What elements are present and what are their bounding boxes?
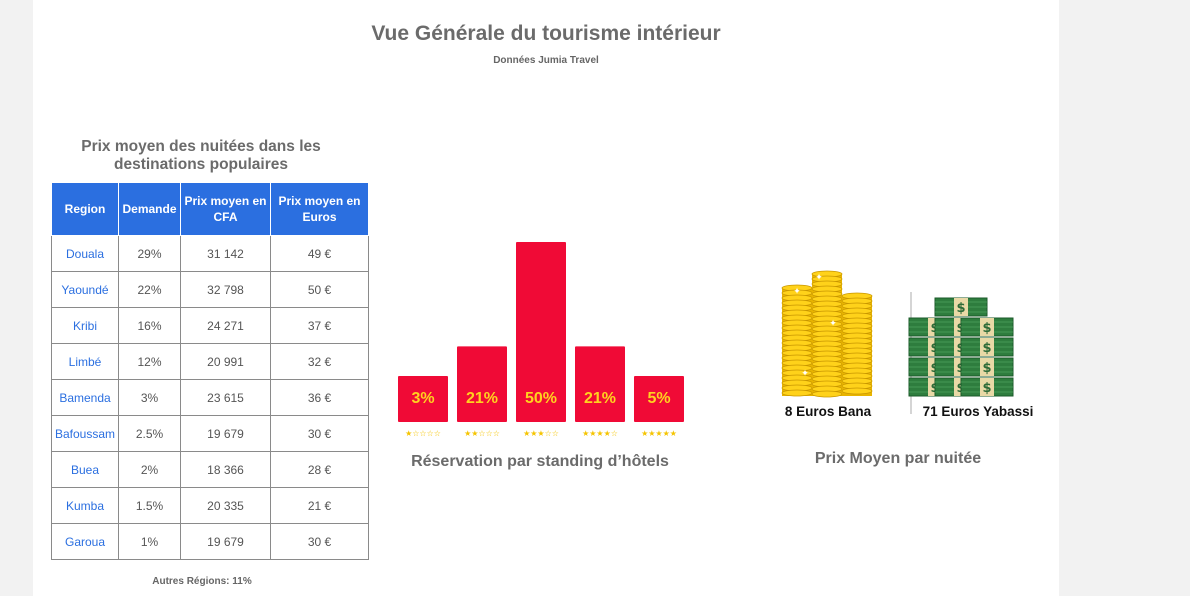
header-price-euros: Prix moyen en Euros (270, 182, 369, 236)
svg-text:$: $ (982, 321, 991, 336)
cell-price-euros: 37 € (270, 307, 369, 344)
star-rating-4: ★★★★☆ (582, 429, 618, 438)
page-subtitle: Données Jumia Travel (493, 55, 599, 66)
svg-text:$: $ (982, 381, 991, 396)
cell-demand: 3% (118, 379, 181, 416)
cell-price-cfa: 32 798 (180, 271, 271, 308)
bar-2-star (457, 346, 507, 422)
table-title: Prix moyen des nuitées dans les destinat… (81, 138, 321, 173)
table-header-row: Region Demande Prix moyen en CFA Prix mo… (51, 182, 369, 236)
header-price-cfa: Prix moyen en CFA (180, 182, 271, 236)
svg-text:✦: ✦ (801, 368, 809, 378)
bar-chart-caption: Réservation par standing d’hôtels (411, 453, 669, 470)
cell-region[interactable]: Bamenda (51, 379, 119, 416)
table-row: Limbé 12% 20 991 32 € (51, 343, 369, 380)
svg-text:✦: ✦ (793, 286, 801, 296)
table-row: Bafoussam 2.5% 19 679 30 € (51, 415, 369, 452)
cell-price-euros: 49 € (270, 235, 369, 272)
table-footnote: Autres Régions: 11% (152, 576, 252, 587)
cell-price-cfa: 18 366 (180, 451, 271, 488)
money-caption: Prix Moyen par nuitée (814, 450, 982, 467)
cell-price-cfa: 24 271 (180, 307, 271, 344)
cell-demand: 1.5% (118, 487, 181, 524)
standing-bar-chart: 3% ★☆☆☆☆ 21% ★★☆☆☆ 50% ★★★☆☆ 21% ★★★★☆ 5% ★★★★★ (398, 242, 684, 438)
star-rating-1: ★☆☆☆☆ (405, 429, 441, 438)
money-illustration: ✦✦✦✦✦ $$$$$$$$$$$$$ (781, 270, 1014, 414)
money-label-yabassi: 71 Euros Yabassi (922, 404, 1034, 419)
bar-value-label: 3% (411, 390, 434, 407)
svg-text:✦: ✦ (875, 366, 883, 376)
table-row: Buea 2% 18 366 28 € (51, 451, 369, 488)
svg-text:✦: ✦ (815, 272, 823, 282)
cell-price-cfa: 31 142 (180, 235, 271, 272)
svg-text:$: $ (982, 361, 991, 376)
cell-demand: 22% (118, 271, 181, 308)
cell-demand: 12% (118, 343, 181, 380)
table-row: Kribi 16% 24 271 37 € (51, 307, 369, 344)
cell-region[interactable]: Kribi (51, 307, 119, 344)
cell-price-euros: 36 € (270, 379, 369, 416)
cell-price-cfa: 20 991 (180, 343, 271, 380)
bar-value-label: 5% (647, 390, 670, 407)
cell-price-euros: 21 € (270, 487, 369, 524)
star-rating-5: ★★★★★ (641, 429, 677, 438)
bar-5-star (634, 376, 684, 422)
cell-price-cfa: 19 679 (180, 523, 271, 560)
cell-demand: 2% (118, 451, 181, 488)
table-row: Bamenda 3% 23 615 36 € (51, 379, 369, 416)
table-row: Kumba 1.5% 20 335 21 € (51, 487, 369, 524)
bar-value-label: 50% (525, 390, 557, 407)
gold-coins-icon: ✦ ✦ ✦ ✦ ✦ (781, 270, 883, 398)
cell-region[interactable]: Yaoundé (51, 271, 119, 308)
table-row: Douala 29% 31 142 49 € (51, 235, 369, 272)
bar-value-label: 21% (584, 390, 616, 407)
cell-demand: 29% (118, 235, 181, 272)
cell-region[interactable]: Garoua (51, 523, 119, 560)
cell-price-euros: 50 € (270, 271, 369, 308)
cell-region[interactable]: Buea (51, 451, 119, 488)
bar-3-star (516, 242, 566, 422)
cell-demand: 16% (118, 307, 181, 344)
table-body: Douala 29% 31 142 49 € Yaoundé 22% 32 798 50 € K… (51, 235, 369, 560)
cell-region[interactable]: Kumba (51, 487, 119, 524)
table-row: Yaoundé 22% 32 798 50 € (51, 271, 369, 308)
cell-price-euros: 32 € (270, 343, 369, 380)
bar-value-label: 21% (466, 390, 498, 407)
prices-table: Region Demande Prix moyen en CFA Prix mo… (51, 182, 369, 560)
bar-4-star (575, 346, 625, 422)
infographic-panel: Vue Générale du tourisme intérieur Donné… (33, 0, 1059, 596)
cash-stacks-icon: $$$$$$$$$$$$$ (908, 297, 1014, 397)
page-title: Vue Générale du tourisme intérieur (371, 22, 721, 45)
cell-price-cfa: 19 679 (180, 415, 271, 452)
cell-price-cfa: 20 335 (180, 487, 271, 524)
star-rating-2: ★★☆☆☆ (464, 429, 500, 438)
cell-price-euros: 28 € (270, 451, 369, 488)
svg-text:$: $ (956, 301, 965, 316)
cell-demand: 1% (118, 523, 181, 560)
header-region: Region (51, 182, 119, 236)
cell-region[interactable]: Limbé (51, 343, 119, 380)
header-demand: Demande (118, 182, 181, 236)
money-label-bana: 8 Euros Bana (784, 404, 872, 419)
svg-text:$: $ (982, 341, 991, 356)
cell-price-euros: 30 € (270, 523, 369, 560)
bar-1-star (398, 376, 448, 422)
cell-price-euros: 30 € (270, 415, 369, 452)
cell-region[interactable]: Bafoussam (51, 415, 119, 452)
svg-text:✦: ✦ (829, 318, 837, 328)
table-row: Garoua 1% 19 679 30 € (51, 523, 369, 560)
cell-price-cfa: 23 615 (180, 379, 271, 416)
cell-region[interactable]: Douala (51, 235, 119, 272)
star-rating-3: ★★★☆☆ (523, 429, 559, 438)
cell-demand: 2.5% (118, 415, 181, 452)
